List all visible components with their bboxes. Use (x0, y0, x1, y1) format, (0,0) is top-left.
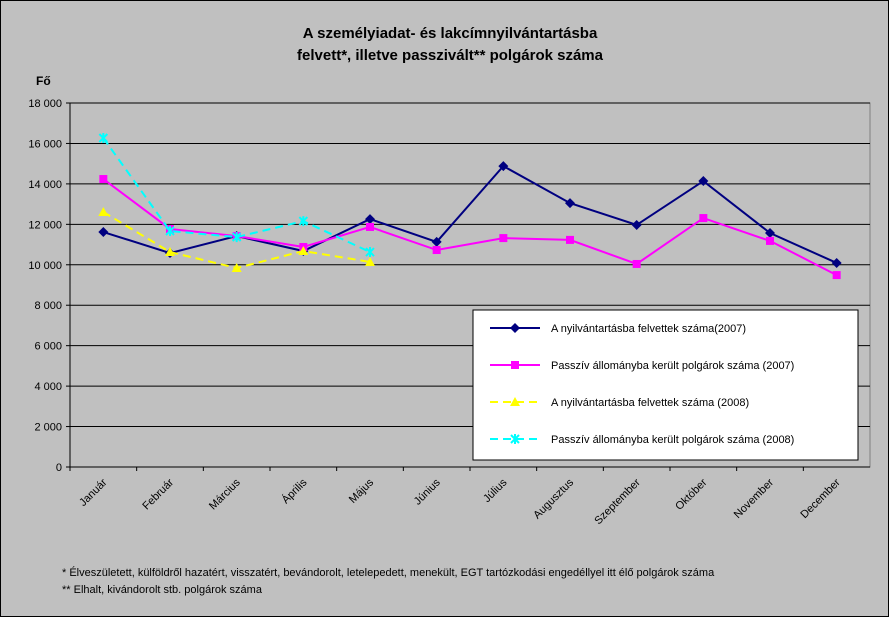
marker (365, 256, 375, 266)
marker (510, 323, 520, 333)
marker (510, 434, 520, 444)
y-tick-label: 6 000 (34, 341, 62, 353)
marker (231, 263, 242, 273)
marker (566, 235, 574, 244)
y-tick-label: 18 000 (28, 98, 62, 110)
series-line (103, 164, 838, 264)
marker (511, 361, 519, 369)
legend (472, 309, 859, 461)
y-tick-label: 16 000 (28, 138, 62, 150)
marker (298, 216, 309, 227)
marker (366, 222, 374, 231)
marker (499, 234, 508, 243)
marker (98, 227, 109, 238)
marker (831, 257, 842, 268)
marker (298, 246, 309, 256)
marker (765, 228, 775, 239)
marker (98, 206, 109, 216)
marker (365, 247, 375, 258)
marker (165, 226, 175, 237)
footnote: * Élveszületett, külföldről hazatért, vi… (62, 566, 715, 579)
marker (510, 397, 520, 406)
legend-label: Passzív állományba került polgárok száma… (551, 360, 794, 372)
marker (365, 214, 375, 225)
legend-label: A nyilvántartásba felvettek száma (2008) (551, 397, 749, 409)
marker (698, 176, 709, 187)
marker (432, 246, 441, 255)
marker (832, 271, 841, 280)
chart-title: A személyiadat- és lakcímnyilvántartásba (303, 25, 598, 42)
y-tick-label: 0 (56, 462, 62, 474)
marker (99, 175, 108, 184)
marker (565, 198, 575, 209)
marker (98, 132, 109, 143)
y-tick-label: 10 000 (28, 260, 62, 272)
y-tick-label: 2 000 (34, 422, 62, 434)
marker (165, 247, 175, 257)
marker (431, 236, 442, 247)
marker (699, 214, 708, 223)
series-line (102, 178, 838, 276)
legend-label: A nyilvántartásba felvettek száma(2007) (551, 323, 746, 335)
marker (231, 232, 242, 243)
legend-label: Passzív állományba került polgárok száma… (551, 434, 794, 446)
y-tick-label: 4 000 (34, 381, 62, 393)
marker (498, 161, 509, 172)
marker (631, 219, 642, 230)
footnote: ** Elhalt, kivándorolt stb. polgárok szá… (62, 584, 263, 596)
chart-title: felvett*, illetve passzivált** polgárok … (297, 47, 604, 64)
y-tick-label: 12 000 (28, 219, 62, 231)
series-line (102, 137, 371, 253)
y-tick-label: 8 000 (34, 300, 62, 312)
y-tick-label: 14 000 (28, 179, 62, 191)
marker (632, 259, 641, 268)
y-axis-label: Fő (36, 74, 51, 88)
marker (766, 236, 774, 245)
